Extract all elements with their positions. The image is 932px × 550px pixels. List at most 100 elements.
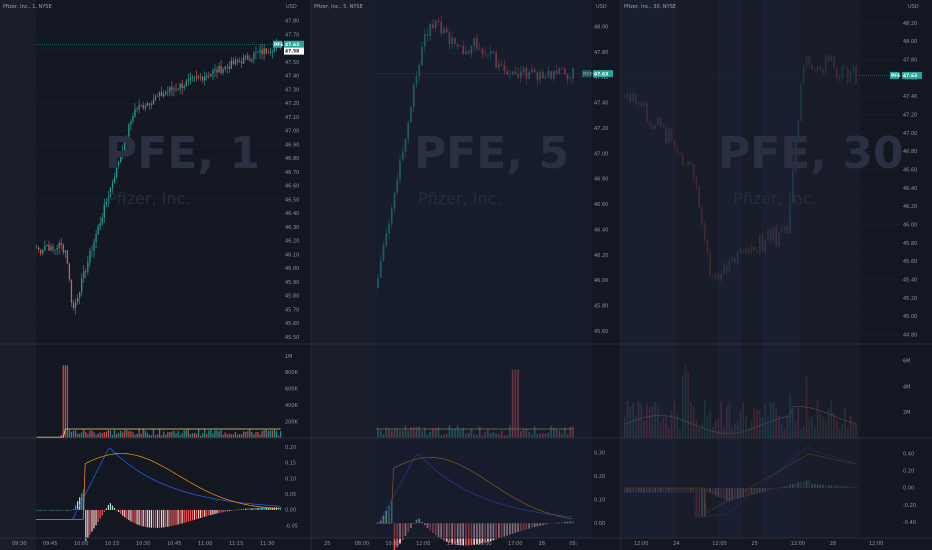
- panel-2-price-tick: 47.60: [594, 75, 608, 81]
- macd-histogram-bar: [107, 504, 109, 510]
- candle-body: [101, 217, 103, 224]
- macd-histogram-bar: [103, 509, 105, 512]
- macd-histogram-bar: [269, 507, 271, 510]
- macd-histogram-bar: [46, 509, 48, 511]
- volume-bar: [146, 432, 148, 438]
- macd-histogram-bar: [95, 509, 97, 526]
- macd-histogram-bar: [89, 509, 91, 535]
- volume-bar: [257, 432, 259, 438]
- panel-1-price-tick: 47.00: [285, 129, 299, 135]
- macd-histogram-bar: [93, 509, 95, 529]
- macd-histogram-bar: [261, 507, 263, 510]
- candle-body: [175, 88, 177, 90]
- candle-body: [236, 59, 239, 62]
- macd-histogram-bar: [85, 509, 87, 541]
- macd-histogram-bar: [216, 509, 218, 514]
- candle-body: [224, 66, 226, 70]
- candle-body: [206, 75, 208, 78]
- macd-tick: 0.05: [285, 492, 296, 498]
- candle-body: [136, 108, 138, 110]
- macd-histogram-bar: [70, 509, 73, 511]
- macd-histogram-bar: [177, 509, 179, 525]
- candle-body: [179, 83, 181, 89]
- macd-histogram-bar: [115, 509, 118, 511]
- panel-2-price-tick: 45.80: [594, 304, 608, 310]
- candle-body: [126, 136, 128, 138]
- volume-bar: [77, 433, 79, 438]
- candle-body: [171, 87, 173, 90]
- volume-tick: 4M: [903, 384, 911, 390]
- macd-histogram-bar: [259, 507, 261, 510]
- candle-body: [156, 95, 159, 97]
- candle-body: [97, 226, 99, 235]
- macd-histogram-bar: [247, 508, 249, 510]
- volume-bar: [181, 433, 183, 438]
- macd-histogram-bar: [175, 509, 177, 526]
- macd-histogram-bar: [161, 509, 163, 528]
- candle-body: [193, 76, 196, 78]
- last-price-label: 47.63: [903, 73, 917, 79]
- macd-histogram-bar: [214, 509, 216, 515]
- candle-body: [99, 223, 101, 227]
- time-tick: 08:00: [355, 541, 369, 547]
- candle-body: [140, 105, 142, 106]
- macd-histogram-bar: [154, 509, 157, 528]
- macd-histogram-bar: [50, 509, 52, 511]
- candle-body: [249, 59, 251, 61]
- macd-histogram-bar: [130, 509, 132, 522]
- macd-histogram-bar: [74, 505, 77, 510]
- panel-1-watermark-sub: Pfizer, Inc.: [107, 189, 190, 208]
- panel-1-currency: USD: [286, 4, 297, 10]
- panel-1-price-tick: 45.90: [285, 280, 299, 286]
- volume-bar: [241, 434, 243, 438]
- panel-2-price-tick: 47.00: [594, 151, 608, 157]
- candle-body: [204, 77, 206, 81]
- volume-bar: [68, 429, 71, 438]
- volume-bar: [245, 431, 247, 438]
- volume-bar: [271, 430, 273, 438]
- candle-body: [85, 271, 87, 272]
- panel-1-volume-axis: 1M 800K 600K 400K 200K: [285, 354, 299, 425]
- candle-body: [208, 75, 210, 77]
- candle-body: [273, 46, 276, 52]
- volume-bar: [236, 434, 239, 438]
- macd-histogram-bar: [138, 509, 140, 526]
- macd-histogram-bar: [156, 509, 159, 528]
- macd-histogram-bar: [132, 509, 134, 523]
- panel-3[interactable]: 48.2048.0047.8047.6047.4047.2047.0046.80…: [622, 0, 922, 547]
- macd-histogram-bar: [159, 509, 161, 528]
- candle-body: [251, 58, 253, 61]
- candle-body: [232, 60, 235, 65]
- candle-body: [218, 65, 220, 73]
- panel-1-price-tick: 46.50: [285, 197, 299, 203]
- panel-1-price-tick: 45.70: [285, 307, 299, 313]
- time-tick: 09:45: [43, 541, 57, 547]
- candle-body: [130, 121, 132, 125]
- panel-2[interactable]: 48.00 47.80 47.60 47.40 47.20 47.00 46.80 46.60…: [312, 0, 613, 550]
- macd-histogram-bar: [128, 509, 130, 521]
- candle-body: [113, 177, 116, 183]
- volume-bar: [183, 430, 185, 438]
- panel-1[interactable]: 47.8047.7047.6047.5047.4047.3047.2047.10…: [0, 0, 304, 550]
- volume-tick: 400K: [285, 403, 299, 409]
- panel-2-price-tick: 47.80: [594, 50, 608, 56]
- macd-tick: 0.20: [903, 469, 914, 475]
- volume-bar: [113, 429, 116, 438]
- volume-bar: [212, 433, 214, 438]
- volume-bar: [226, 434, 228, 438]
- volume-bar: [234, 432, 237, 438]
- candle-body: [267, 52, 269, 54]
- candle-body: [93, 242, 95, 251]
- volume-bar: [85, 432, 87, 438]
- candle-body: [253, 53, 255, 59]
- volume-bar: [261, 430, 263, 438]
- time-tick: 05:: [569, 541, 577, 547]
- macd-histogram-bar: [212, 509, 214, 515]
- macd-histogram-bar: [228, 509, 230, 511]
- macd-histogram-bar: [150, 509, 153, 528]
- macd-histogram-bar: [101, 509, 103, 516]
- volume-bar: [111, 434, 114, 438]
- macd-histogram-bar: [236, 509, 239, 511]
- macd-histogram-bar: [222, 509, 224, 513]
- candle-body: [165, 92, 167, 95]
